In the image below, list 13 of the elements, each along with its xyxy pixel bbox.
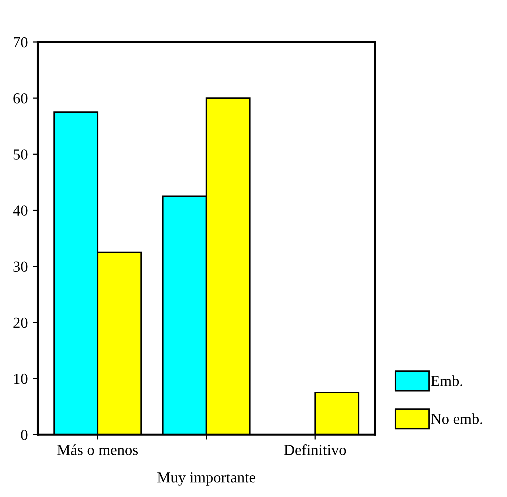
legend-label: Emb. xyxy=(431,376,462,386)
y-tick-label: 10 xyxy=(14,374,28,384)
y-tick-label: 50 xyxy=(14,150,28,160)
y-tick-label: 0 xyxy=(21,430,28,440)
legend-label: No emb. xyxy=(431,414,482,424)
y-tick-label: 70 xyxy=(14,37,28,48)
x-tick-label: Muy importante xyxy=(158,472,256,486)
y-tick-label: 40 xyxy=(13,206,28,216)
y-tick-label: 60 xyxy=(14,93,28,104)
y-tick-label: 20 xyxy=(14,318,28,328)
x-tick-label: Definitivo xyxy=(284,444,346,456)
x-tick-label: Más o menos xyxy=(58,444,138,456)
y-tick-label: 30 xyxy=(14,262,28,272)
